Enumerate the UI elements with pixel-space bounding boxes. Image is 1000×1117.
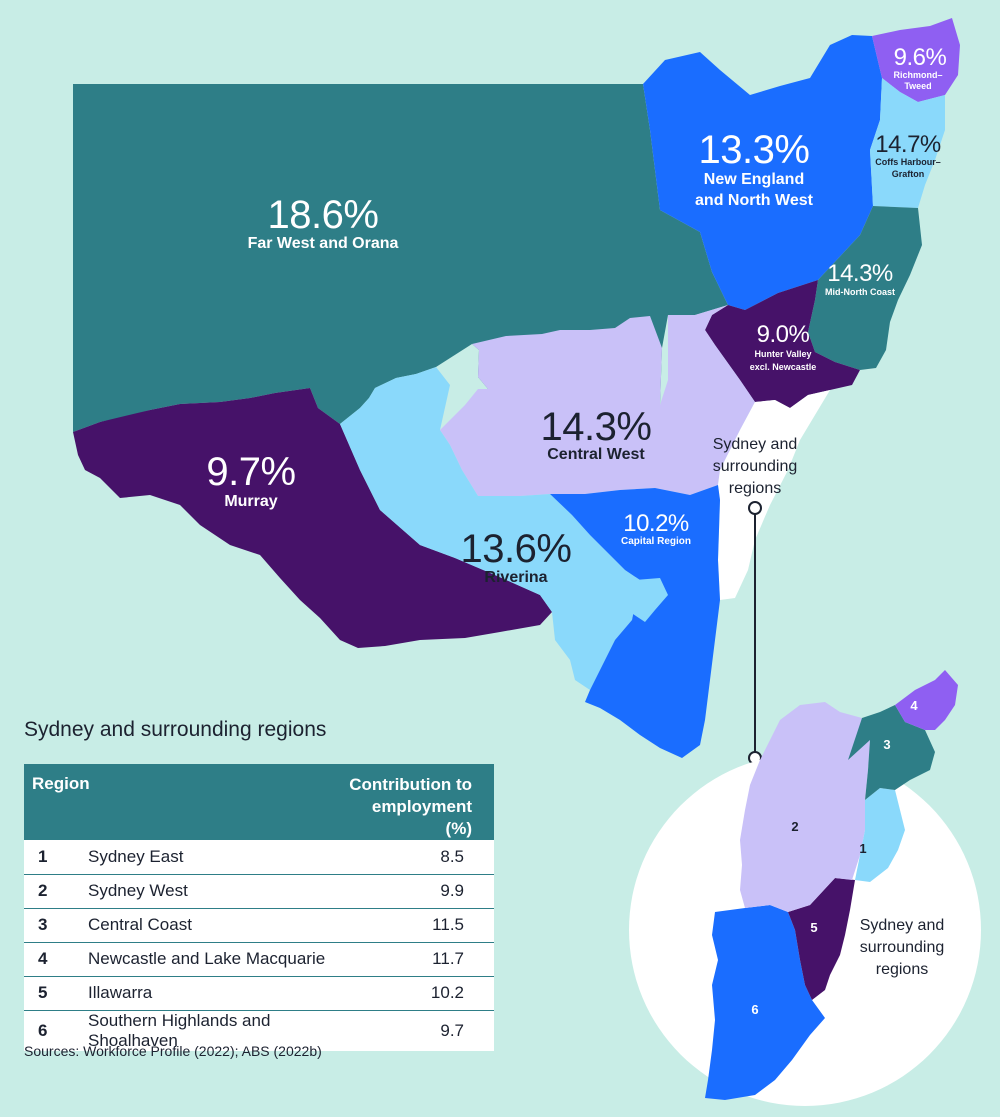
label-new-england-pct: 13.3%: [699, 128, 810, 172]
region-central-west: [440, 305, 755, 496]
row-value: 11.5: [432, 915, 464, 934]
region-riverina: [340, 367, 640, 690]
inset-region-2: [740, 702, 870, 912]
inset-region-6: [705, 905, 825, 1100]
inset-region-3: [848, 705, 935, 800]
region-new-england: [643, 35, 882, 310]
inset-caption-line-2: surrounding: [860, 939, 945, 956]
label-capital-name: Capital Region: [621, 536, 691, 547]
row-number: 4: [38, 949, 48, 968]
row-value: 9.9: [440, 881, 464, 900]
row-value: 11.7: [432, 949, 464, 968]
label-hunter-valley-name-1: Hunter Valley: [754, 349, 811, 359]
header-region: Region: [32, 774, 90, 793]
label-murray-name: Murray: [224, 493, 277, 510]
inset-label-4: 4: [910, 698, 918, 713]
row-number: 1: [38, 846, 48, 866]
label-new-england-name-2: and North West: [695, 192, 814, 209]
sydney-callout-line-3: regions: [729, 480, 781, 497]
sydney-callout-line-1: Sydney and: [713, 436, 798, 453]
label-richmond-tweed-name-1: Richmond–: [893, 70, 942, 80]
row-number: 2: [38, 881, 48, 900]
row-region-name: Newcastle and Lake Macquarie: [88, 949, 326, 968]
employment-table: Region Contribution to employment (%) 1 …: [24, 764, 494, 1051]
table-row: 5 Illawarra 10.2: [24, 976, 494, 1010]
inset-label-2: 2: [791, 819, 798, 834]
table-header-row: Region Contribution to employment (%): [24, 764, 494, 840]
header-contribution: Contribution to employment (%): [338, 764, 494, 840]
row-region-name: Sydney East: [88, 846, 184, 866]
inset-label-1: 1: [859, 841, 866, 856]
region-coffs-harbour: [870, 78, 945, 208]
label-new-england-name-1: New England: [704, 171, 804, 188]
row-number: 6: [38, 1020, 48, 1040]
label-coffs-harbour-name-1: Coffs Harbour–: [875, 157, 941, 167]
region-mid-north-coast: [808, 206, 922, 370]
label-capital-pct: 10.2%: [623, 510, 689, 537]
callout-dot-top: [748, 501, 762, 515]
row-value: 8.5: [440, 846, 464, 866]
label-hunter-valley-name-2: excl. Newcastle: [750, 362, 817, 372]
label-hunter-valley-pct: 9.0%: [757, 321, 810, 348]
header-contribution-line-2: employment (%): [371, 797, 472, 838]
act-territory: [630, 578, 668, 622]
table-row: 4 Newcastle and Lake Macquarie 11.7: [24, 942, 494, 976]
label-murray-pct: 9.7%: [206, 450, 295, 494]
row-region-name: Southern Highlands and Shoalhaven: [88, 1010, 271, 1050]
region-murray: [73, 388, 552, 648]
table-row: 2 Sydney West 9.9: [24, 874, 494, 908]
inset-label-6: 6: [751, 1002, 758, 1017]
inset-region-4: [895, 670, 958, 730]
row-number: 3: [38, 915, 48, 934]
region-hunter-valley: [705, 280, 860, 408]
row-value: 9.7: [440, 1020, 464, 1040]
table-row: 1 Sydney East 8.5: [24, 840, 494, 874]
table-row: 3 Central Coast 11.5: [24, 908, 494, 942]
row-region-name: Sydney West: [88, 881, 188, 900]
inset-label-5: 5: [810, 920, 817, 935]
table-title: Sydney and surrounding regions: [24, 718, 327, 741]
label-mid-north-coast-pct: 14.3%: [827, 260, 893, 287]
sydney-callout-line-2: surrounding: [713, 458, 798, 475]
label-central-west-pct: 14.3%: [541, 405, 652, 449]
row-value: 10.2: [430, 983, 464, 1002]
region-sydney-surrounds: [718, 390, 830, 600]
row-region-name: Central Coast: [88, 915, 192, 934]
label-riverina-pct: 13.6%: [461, 527, 572, 571]
label-far-west-orana-name: Far West and Orana: [248, 235, 399, 252]
table-row: 6 Southern Highlands and Shoalhaven 9.7: [24, 1010, 494, 1051]
row-number: 5: [38, 983, 48, 1002]
inset-caption-line-3: regions: [876, 961, 928, 978]
label-richmond-tweed-pct: 9.6%: [894, 44, 947, 71]
label-coffs-harbour-name-2: Grafton: [892, 169, 925, 179]
label-far-west-orana-pct: 18.6%: [268, 193, 379, 237]
label-central-west-name: Central West: [547, 446, 645, 463]
label-mid-north-coast-name: Mid-North Coast: [825, 287, 895, 297]
inset-label-3: 3: [883, 737, 890, 752]
sources-note: Sources: Workforce Profile (2022); ABS (…: [24, 1043, 322, 1059]
inset-region-5: [788, 878, 855, 1000]
label-richmond-tweed-name-2: Tweed: [904, 81, 931, 91]
label-riverina-name: Riverina: [484, 569, 547, 586]
header-contribution-line-1: Contribution to: [349, 775, 472, 794]
row-region-name: Illawarra: [88, 983, 153, 1002]
region-richmond-tweed: [872, 18, 960, 102]
inset-region-1: [855, 788, 905, 882]
label-coffs-harbour-pct: 14.7%: [875, 131, 941, 158]
region-capital: [550, 485, 720, 758]
inset-caption-line-1: Sydney and: [860, 917, 945, 934]
